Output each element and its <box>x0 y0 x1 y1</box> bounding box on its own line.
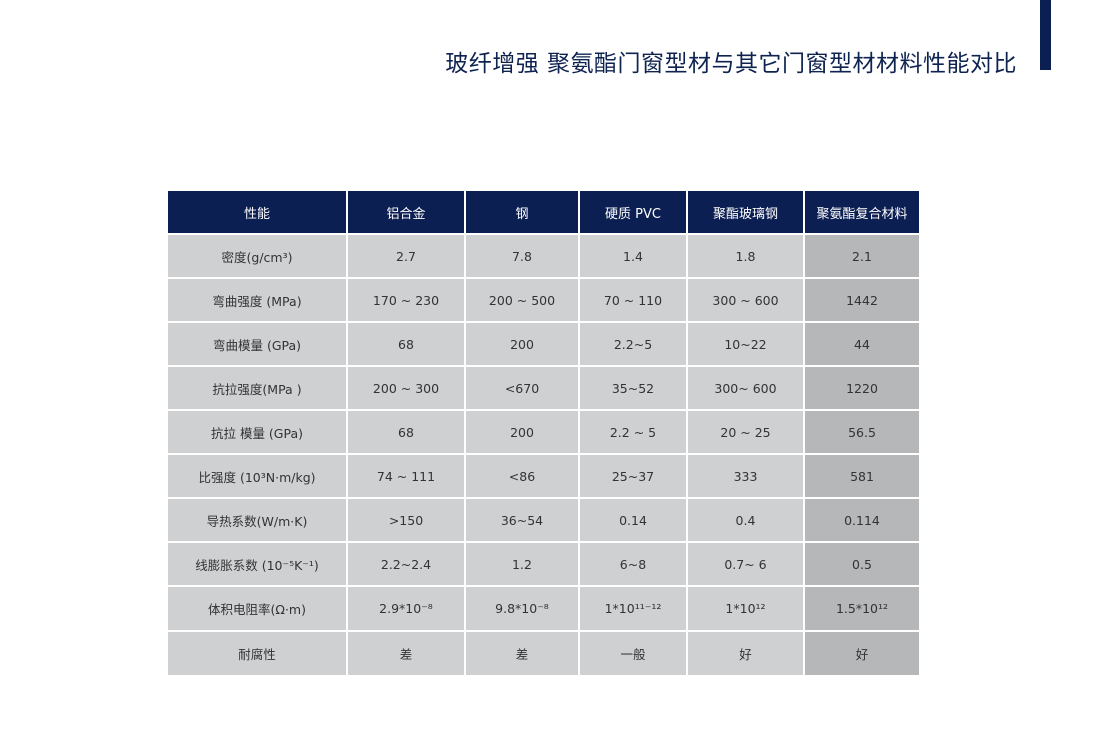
table-cell: 170 ~ 230 <box>348 279 464 323</box>
table-cell: 581 <box>805 455 919 499</box>
table-row: 耐腐性 差 差 一般 好 好 <box>168 632 919 677</box>
table-row: 密度(g/cm³) 2.7 7.8 1.4 1.8 2.1 <box>168 235 919 279</box>
table-cell: 1220 <box>805 367 919 411</box>
table-cell: 1*10¹² <box>688 587 803 632</box>
table-cell: 0.5 <box>805 543 919 587</box>
table-row: 比强度 (10³N·m/kg) 74 ~ 111 <86 25~37 333 5… <box>168 455 919 499</box>
table-cell: 1442 <box>805 279 919 323</box>
table-cell: 70 ~ 110 <box>580 279 686 323</box>
table-row: 弯曲强度 (MPa) 170 ~ 230 200 ~ 500 70 ~ 110 … <box>168 279 919 323</box>
table-cell: 比强度 (10³N·m/kg) <box>168 455 346 499</box>
table-cell: 44 <box>805 323 919 367</box>
table-cell: 耐腐性 <box>168 632 346 677</box>
table-cell: 2.9*10⁻⁸ <box>348 587 464 632</box>
table-cell: 2.2 ~ 5 <box>580 411 686 455</box>
table-row: 线膨胀系数 (10⁻⁵K⁻¹) 2.2~2.4 1.2 6~8 0.7~ 6 0… <box>168 543 919 587</box>
table-cell: 200 ~ 300 <box>348 367 464 411</box>
comparison-table: 性能 铝合金 钢 硬质 PVC 聚酯玻璃钢 聚氨酯复合材料 密度(g/cm³) … <box>166 191 921 677</box>
table-cell: <86 <box>466 455 578 499</box>
table-row: 导热系数(W/m·K) >150 36~54 0.14 0.4 0.114 <box>168 499 919 543</box>
table-cell: 2.1 <box>805 235 919 279</box>
table-cell: 35~52 <box>580 367 686 411</box>
table-cell: 2.2~2.4 <box>348 543 464 587</box>
table-cell: 25~37 <box>580 455 686 499</box>
table-cell: 好 <box>688 632 803 677</box>
header-pu-composite: 聚氨酯复合材料 <box>805 191 919 235</box>
table-cell: 0.4 <box>688 499 803 543</box>
table-cell: 300~ 600 <box>688 367 803 411</box>
table-cell: 68 <box>348 411 464 455</box>
table-cell: 200 <box>466 411 578 455</box>
table-cell: 导热系数(W/m·K) <box>168 499 346 543</box>
table-row: 抗拉 模量 (GPa) 68 200 2.2 ~ 5 20 ~ 25 56.5 <box>168 411 919 455</box>
table-cell: >150 <box>348 499 464 543</box>
table-cell: 弯曲强度 (MPa) <box>168 279 346 323</box>
table-row: 弯曲模量 (GPa) 68 200 2.2~5 10~22 44 <box>168 323 919 367</box>
table-cell: 68 <box>348 323 464 367</box>
table-cell: 1.5*10¹² <box>805 587 919 632</box>
table-cell: 333 <box>688 455 803 499</box>
table-cell: 体积电阻率(Ω·m) <box>168 587 346 632</box>
table-cell: 2.7 <box>348 235 464 279</box>
table-cell: 2.2~5 <box>580 323 686 367</box>
table-cell: 0.7~ 6 <box>688 543 803 587</box>
header-frp: 聚酯玻璃钢 <box>688 191 803 235</box>
header-aluminum: 铝合金 <box>348 191 464 235</box>
table-cell: 1.8 <box>688 235 803 279</box>
table-cell: 好 <box>805 632 919 677</box>
table-cell: 7.8 <box>466 235 578 279</box>
table-cell: 0.114 <box>805 499 919 543</box>
table-cell: 74 ~ 111 <box>348 455 464 499</box>
table-cell: 20 ~ 25 <box>688 411 803 455</box>
table-cell: 1*10¹¹⁻¹² <box>580 587 686 632</box>
table-cell: 9.8*10⁻⁸ <box>466 587 578 632</box>
table-cell: 抗拉强度(MPa ) <box>168 367 346 411</box>
header-property: 性能 <box>168 191 346 235</box>
table-cell: 线膨胀系数 (10⁻⁵K⁻¹) <box>168 543 346 587</box>
table-cell: 200 <box>466 323 578 367</box>
table-cell: 一般 <box>580 632 686 677</box>
accent-bar <box>1040 0 1051 70</box>
table-cell: 弯曲模量 (GPa) <box>168 323 346 367</box>
header-steel: 钢 <box>466 191 578 235</box>
table-cell: 差 <box>348 632 464 677</box>
table-cell: 36~54 <box>466 499 578 543</box>
table-cell: 密度(g/cm³) <box>168 235 346 279</box>
table-cell: 300 ~ 600 <box>688 279 803 323</box>
table-cell: 抗拉 模量 (GPa) <box>168 411 346 455</box>
table-header-row: 性能 铝合金 钢 硬质 PVC 聚酯玻璃钢 聚氨酯复合材料 <box>168 191 919 235</box>
table-row: 抗拉强度(MPa ) 200 ~ 300 <670 35~52 300~ 600… <box>168 367 919 411</box>
table-cell: 差 <box>466 632 578 677</box>
table-cell: 56.5 <box>805 411 919 455</box>
table-row: 体积电阻率(Ω·m) 2.9*10⁻⁸ 9.8*10⁻⁸ 1*10¹¹⁻¹² 1… <box>168 587 919 632</box>
table-cell: 1.4 <box>580 235 686 279</box>
table-cell: 200 ~ 500 <box>466 279 578 323</box>
table-cell: 10~22 <box>688 323 803 367</box>
table-cell: 0.14 <box>580 499 686 543</box>
table-cell: 1.2 <box>466 543 578 587</box>
page-title: 玻纤增强 聚氨酯门窗型材与其它门窗型材材料性能对比 <box>445 51 1017 77</box>
table-cell: 6~8 <box>580 543 686 587</box>
header-pvc: 硬质 PVC <box>580 191 686 235</box>
table-cell: <670 <box>466 367 578 411</box>
